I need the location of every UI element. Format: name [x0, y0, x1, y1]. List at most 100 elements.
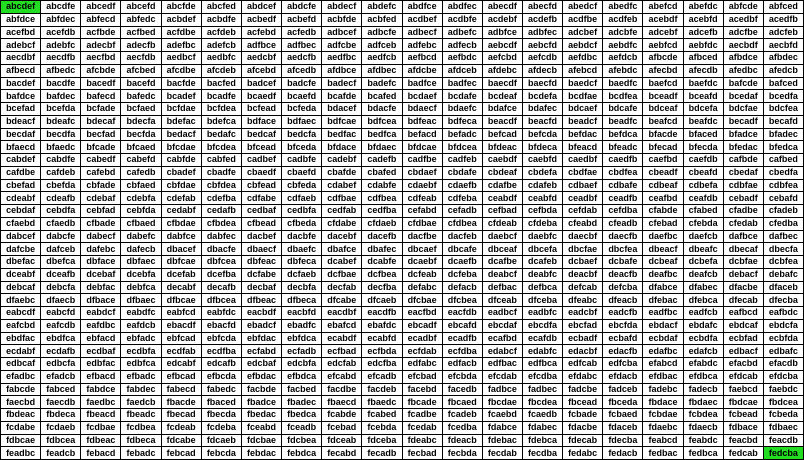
grid-cell[interactable]: efcabd [322, 370, 363, 384]
grid-cell[interactable]: ecafdb [522, 332, 564, 346]
grid-cell[interactable]: bfecda [683, 141, 724, 154]
grid-cell[interactable]: ebfdca [282, 332, 323, 346]
grid-cell[interactable]: acedbf [723, 13, 764, 27]
grid-cell[interactable]: cbfaed [121, 179, 162, 193]
grid-cell[interactable]: debfac [81, 281, 122, 295]
grid-cell[interactable]: bcdaef [402, 90, 443, 103]
grid-cell[interactable]: dbcefa [522, 243, 564, 256]
grid-cell[interactable]: efcdba [522, 370, 564, 384]
grid-cell[interactable]: eabfdc [201, 307, 242, 320]
grid-cell[interactable]: dceafb [41, 268, 82, 282]
grid-cell[interactable]: cedfba [362, 205, 403, 218]
grid-cell[interactable]: bdecaf [81, 115, 122, 129]
grid-cell[interactable]: dabcfe [41, 230, 82, 244]
grid-cell[interactable]: decfab [322, 281, 363, 295]
grid-cell[interactable]: bfeacd [563, 141, 604, 154]
grid-cell[interactable]: afbedc [41, 64, 82, 78]
grid-cell[interactable]: fcdeba [201, 421, 242, 435]
grid-cell[interactable]: abecdf [482, 1, 523, 14]
grid-cell[interactable]: cdabef [322, 179, 363, 193]
grid-cell[interactable]: edbfca [121, 358, 162, 371]
grid-cell[interactable]: baefcd [643, 77, 684, 91]
grid-cell[interactable]: fbaedc [362, 396, 403, 409]
grid-cell[interactable]: eadbfc [522, 307, 564, 320]
grid-cell[interactable]: abedfc [603, 1, 644, 14]
grid-cell[interactable]: bacfed [201, 77, 242, 91]
grid-cell[interactable]: ecdbfa [121, 345, 162, 358]
grid-cell[interactable]: bcaedf [241, 90, 283, 103]
grid-cell[interactable]: daefcb [683, 230, 724, 244]
grid-cell[interactable]: ecdafb [41, 345, 82, 358]
grid-cell[interactable]: bacdef [1, 77, 42, 91]
grid-cell[interactable]: fedbac [643, 447, 684, 460]
grid-cell[interactable]: ebcdfa [522, 319, 564, 333]
grid-cell[interactable]: cdafeb [522, 179, 564, 193]
grid-cell[interactable]: ecabdf [322, 332, 363, 346]
grid-cell[interactable]: aecfbd [81, 52, 122, 65]
grid-cell[interactable]: bcfade [81, 103, 122, 116]
grid-cell[interactable]: fcaebd [482, 409, 523, 422]
grid-cell[interactable]: bcafed [362, 90, 403, 103]
grid-cell[interactable]: bdcefa [683, 103, 724, 116]
grid-cell[interactable]: abdfce [402, 1, 443, 14]
grid-cell[interactable]: bfaecd [1, 141, 42, 154]
grid-cell[interactable]: bceadf [643, 90, 684, 103]
grid-cell[interactable]: badfce [402, 77, 443, 91]
grid-cell[interactable]: acdfbe [563, 13, 604, 27]
grid-cell[interactable]: cefadb [442, 205, 483, 218]
grid-cell[interactable]: fdbcea [41, 434, 82, 448]
grid-cell[interactable]: cefbad [482, 205, 523, 218]
grid-cell[interactable]: dbceaf [482, 243, 523, 256]
grid-cell[interactable]: adfecb [442, 39, 483, 52]
grid-cell[interactable]: dfaecb [41, 294, 82, 307]
grid-cell[interactable]: befcda [522, 128, 564, 142]
grid-cell[interactable]: ecdbaf [81, 345, 122, 358]
grid-cell[interactable]: fcdabe [1, 421, 42, 435]
grid-cell[interactable]: cdefab [161, 192, 202, 205]
grid-cell[interactable]: abfced [763, 1, 804, 14]
grid-cell[interactable]: cbdafe [442, 166, 483, 180]
grid-cell[interactable]: cdbefa [683, 179, 724, 193]
grid-cell[interactable]: adebcf [1, 39, 42, 52]
grid-cell[interactable]: edfbac [482, 358, 523, 371]
grid-cell[interactable]: dfbaec [121, 294, 162, 307]
grid-cell[interactable]: fbeacd [81, 409, 122, 422]
grid-cell[interactable]: dcafbe [482, 256, 523, 269]
grid-cell[interactable]: bacfde [161, 77, 202, 91]
grid-cell[interactable]: fdeacb [442, 434, 483, 448]
grid-cell[interactable]: debacf [723, 268, 764, 282]
grid-cell[interactable]: fcbade [563, 409, 604, 422]
grid-cell[interactable]: fedacb [603, 447, 644, 460]
grid-cell[interactable]: dbaecf [241, 243, 283, 256]
grid-cell[interactable]: efbacd [81, 370, 122, 384]
grid-cell[interactable]: fcbdae [643, 409, 684, 422]
grid-cell[interactable]: afcbde [81, 64, 122, 78]
grid-cell[interactable]: acebfd [683, 13, 724, 27]
grid-cell[interactable]: afbdce [723, 52, 764, 65]
grid-cell[interactable]: bfeadc [603, 141, 644, 154]
grid-cell[interactable]: aecfdb [121, 52, 162, 65]
grid-cell[interactable]: dafcbe [1, 243, 42, 256]
grid-cell[interactable]: caefbd [643, 154, 684, 167]
grid-cell[interactable]: cbfead [241, 179, 283, 193]
grid-cell[interactable]: beafdc [683, 115, 724, 129]
grid-cell[interactable]: bdafce [482, 103, 523, 116]
grid-cell[interactable]: bfedca [763, 141, 804, 154]
grid-cell[interactable]: fdcaeb [201, 434, 242, 448]
grid-cell[interactable]: fdcbae [241, 434, 283, 448]
grid-cell[interactable]: ecbdaf [643, 332, 684, 346]
grid-cell[interactable]: efdabc [563, 370, 604, 384]
grid-cell[interactable]: cdfabe [241, 192, 283, 205]
grid-cell[interactable]: ecadfb [442, 332, 483, 346]
grid-cell[interactable]: ebfcad [161, 332, 202, 346]
grid-cell[interactable]: aebdfc [603, 39, 644, 52]
grid-cell[interactable]: bedacf [161, 128, 202, 142]
grid-cell[interactable]: feacdb [763, 434, 804, 448]
grid-cell[interactable]: fdbace [723, 421, 764, 435]
grid-cell[interactable]: edcabf [161, 358, 202, 371]
grid-cell[interactable]: fcabed [362, 409, 403, 422]
grid-cell[interactable]: bceafd [683, 90, 724, 103]
grid-cell[interactable]: bdfcea [362, 115, 403, 129]
grid-cell[interactable]: cafbed [763, 154, 804, 167]
grid-cell[interactable]: bdeafc [41, 115, 82, 129]
